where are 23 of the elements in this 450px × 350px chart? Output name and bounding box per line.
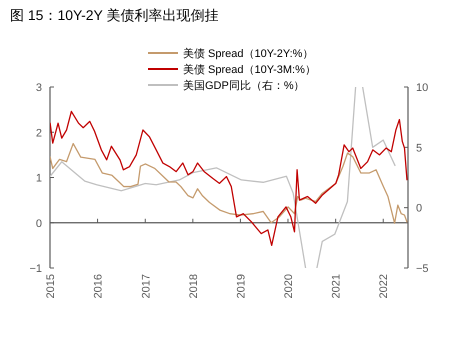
x-tick-label: 2017: [140, 274, 152, 298]
y2-tick-label: 0: [416, 202, 422, 215]
legend-label: 美国GDP同比（右：%）: [183, 79, 305, 92]
chart-title: 图 15：10Y-2Y 美债利率出现倒挂: [10, 7, 219, 23]
x-tick-label: 2015: [45, 274, 57, 298]
y-tick-label: 0: [36, 218, 42, 230]
y-tick-label: 2: [36, 127, 42, 140]
x-tick-label: 2019: [235, 274, 248, 298]
legend-label: 美债 Spread（10Y-3M:%）: [183, 63, 316, 76]
x-tick-label: 2022: [378, 274, 390, 298]
y-tick-label: 1: [36, 172, 42, 184]
x-tick-label: 2020: [282, 274, 295, 298]
x-tick-label: 2021: [330, 274, 343, 298]
y2-tick-label: 5: [416, 142, 422, 154]
y-tick-label: −1: [29, 263, 42, 275]
x-tick-label: 2016: [92, 274, 105, 298]
x-tick-label: 2018: [188, 274, 200, 298]
line-series: [50, 142, 408, 224]
legend-label: 美债 Spread（10Y-2Y:%）: [183, 47, 314, 60]
line-series: [50, 110, 408, 246]
y2-tick-label: 10: [416, 82, 428, 94]
y-tick-label: 3: [36, 82, 42, 94]
y2-tick-label: −5: [416, 263, 429, 275]
